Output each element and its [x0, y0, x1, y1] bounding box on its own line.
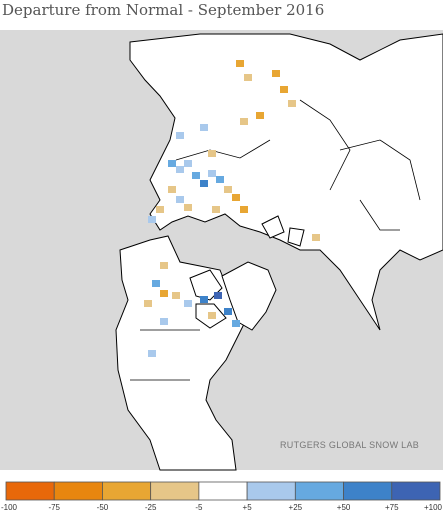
anomaly-cell — [168, 186, 176, 193]
title: Departure from Normal - September 2016 — [2, 1, 324, 19]
anomaly-cell — [160, 290, 168, 297]
legend-label: +5 — [243, 503, 253, 512]
legend-swatch — [5, 481, 55, 501]
arctic-island — [287, 227, 305, 247]
anomaly-cell — [240, 206, 248, 213]
legend-label: -5 — [195, 503, 203, 512]
anomaly-cell — [256, 112, 264, 119]
anomaly-cell — [244, 74, 252, 81]
anomaly-cell — [224, 308, 232, 315]
borders — [130, 99, 421, 381]
legend-swatch — [150, 481, 200, 501]
anomaly-cell — [148, 216, 156, 223]
anomaly-cell — [208, 150, 216, 157]
anomaly-cell — [168, 160, 176, 167]
legend: -100 -75 -50 -25 -5 +5 +25 +50 +75 +100 — [1, 481, 443, 512]
anomaly-cell — [176, 166, 184, 173]
anomaly-cell — [200, 180, 208, 187]
anomaly-cell — [156, 206, 164, 213]
legend-swatch — [102, 481, 152, 501]
legend-swatch — [294, 481, 344, 501]
anomaly-cell — [280, 86, 288, 93]
anomaly-cell — [216, 176, 224, 183]
anomaly-cell — [176, 132, 184, 139]
anomaly-cell — [148, 350, 156, 357]
legend-swatch — [391, 481, 441, 501]
anomaly-cell — [200, 124, 208, 131]
anomaly-cell — [224, 186, 232, 193]
legend-label: -75 — [48, 503, 60, 512]
greenland — [221, 261, 277, 331]
anomaly-cell — [184, 204, 192, 211]
anomaly-cell — [288, 100, 296, 107]
legend-label: -50 — [97, 503, 109, 512]
legend-label: +100 — [424, 503, 443, 512]
anomaly-cell — [160, 318, 168, 325]
legend-label: +50 — [337, 503, 351, 512]
anomaly-cell — [212, 206, 220, 213]
anomaly-cell — [152, 280, 160, 287]
anomaly-cell — [192, 172, 200, 179]
legend-swatch — [198, 481, 248, 501]
anomaly-cell — [208, 312, 216, 319]
anomaly-cell — [184, 300, 192, 307]
anomaly-cell — [214, 292, 222, 299]
anomaly-cell — [184, 160, 192, 167]
anomaly-cell — [236, 60, 244, 67]
legend-swatch — [53, 481, 103, 501]
anomaly-cell — [176, 196, 184, 203]
legend-swatch — [246, 481, 296, 501]
anomaly-cells — [144, 60, 320, 357]
anomaly-cell — [232, 194, 240, 201]
anomaly-cell — [240, 118, 248, 125]
legend-label: -25 — [145, 503, 157, 512]
anomaly-cell — [144, 300, 152, 307]
anomaly-cell — [272, 70, 280, 77]
legend-swatch — [343, 481, 393, 501]
map: RUTGERS GLOBAL SNOW LAB — [0, 30, 443, 471]
arctic-island — [261, 215, 285, 239]
anomaly-cell — [160, 262, 168, 269]
eurasia — [129, 33, 443, 331]
anomaly-cell — [200, 296, 208, 303]
legend-label: +25 — [289, 503, 303, 512]
legend-label: +75 — [385, 503, 399, 512]
legend-label: -100 — [1, 503, 18, 512]
anomaly-cell — [172, 292, 180, 299]
anomaly-cell — [208, 170, 216, 177]
credit: RUTGERS GLOBAL SNOW LAB — [280, 440, 419, 450]
anomaly-cell — [312, 234, 320, 241]
anomaly-cell — [232, 320, 240, 327]
